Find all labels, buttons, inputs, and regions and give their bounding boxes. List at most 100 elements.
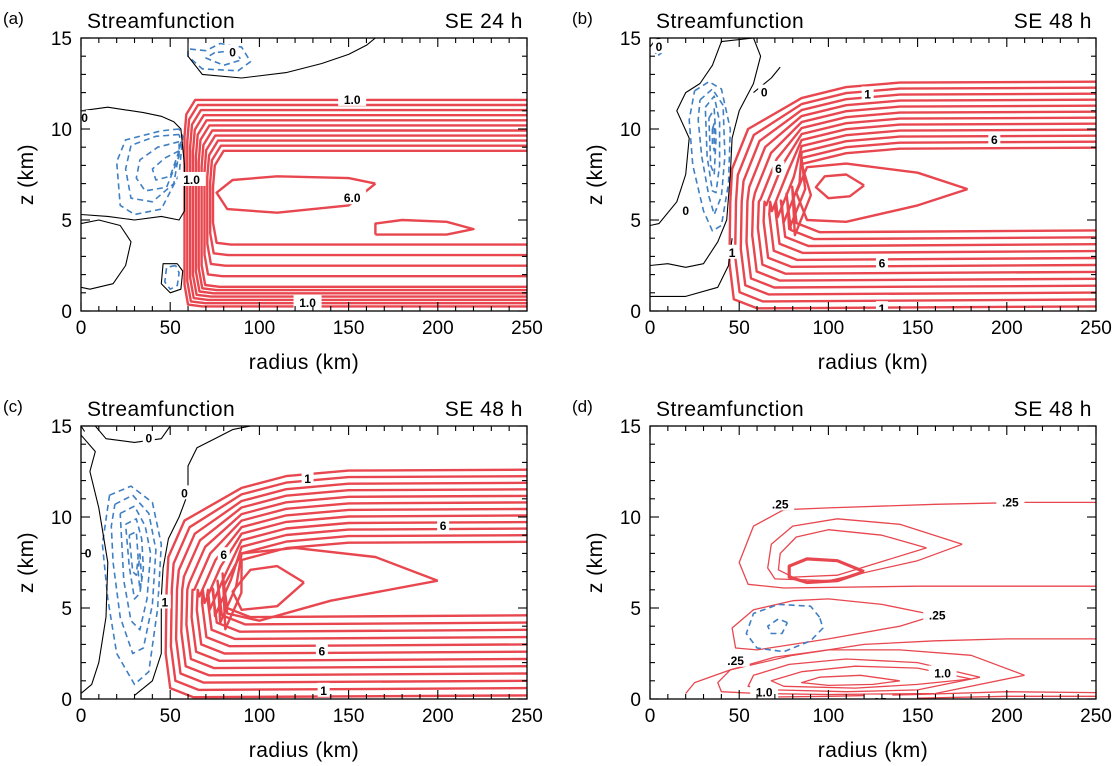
panel-subtitle: SE 48 h	[1014, 398, 1092, 421]
positive-contour	[768, 122, 1096, 262]
contour-label-bg	[758, 84, 771, 99]
positive-contour	[773, 128, 1096, 255]
contour-label: .25	[870, 696, 887, 710]
contour-label-bg	[679, 202, 692, 217]
x-tick-label: 150	[333, 318, 365, 339]
y-tick-label: 0	[630, 302, 641, 323]
contour-label: 0	[656, 40, 663, 54]
positive-contour	[731, 598, 936, 651]
negative-contour	[119, 505, 152, 631]
positive-contour	[205, 520, 527, 641]
negative-contour	[101, 485, 163, 686]
contour-label: 0	[229, 46, 236, 60]
y-tick-label: 10	[51, 508, 72, 529]
x-axis-label: radius (km)	[818, 739, 929, 762]
contour-label: 1	[729, 246, 736, 260]
positive-contour	[190, 501, 527, 662]
contour-label: .25	[727, 654, 744, 668]
positive-contour	[756, 110, 1096, 275]
y-tick-label: 5	[61, 211, 72, 232]
zero-contour	[160, 263, 184, 294]
negative-contour	[110, 494, 157, 655]
positive-contour	[777, 529, 927, 578]
zero-contour	[81, 106, 186, 221]
y-axis-label: z (km)	[15, 144, 38, 205]
panel-title: Streamfunction	[87, 10, 235, 33]
y-axis-label: z (km)	[15, 532, 38, 593]
positive-contour	[791, 146, 1096, 237]
panel-subtitle: SE 24 h	[445, 10, 523, 33]
contour-label: 0	[181, 486, 188, 500]
positive-contour	[221, 540, 527, 631]
x-tick-label: 100	[813, 706, 845, 727]
contour-label-bg	[315, 643, 328, 658]
contour-label: 1.0	[299, 296, 316, 310]
contour-label-bg	[142, 430, 155, 445]
x-tick-label: 50	[160, 706, 181, 727]
plot-frame	[80, 37, 528, 312]
contour-label: 1	[864, 87, 871, 101]
contour-label-bg	[875, 255, 888, 270]
panel-subtitle: SE 48 h	[445, 398, 523, 421]
plot-frame	[649, 37, 1097, 312]
contour-label: 0	[682, 204, 689, 218]
contour-label-bg	[652, 39, 665, 54]
x-tick-label: 200	[991, 318, 1023, 339]
positive-contour	[189, 108, 527, 302]
contour-label-bg	[81, 110, 91, 125]
contour-label-bg	[437, 518, 450, 533]
y-tick-label: 10	[620, 508, 641, 529]
contour-label: 6	[879, 257, 886, 271]
x-tick-label: 0	[645, 706, 656, 727]
panel-title: Streamfunction	[87, 398, 235, 421]
zero-contour	[650, 238, 733, 297]
contour-label-bg	[158, 594, 171, 609]
x-tick-label: 50	[160, 318, 181, 339]
contour-label: .25	[772, 497, 789, 511]
x-tick-label: 200	[991, 706, 1023, 727]
y-tick-label: 5	[630, 599, 641, 620]
positive-contour	[185, 494, 527, 670]
y-axis-label: z (km)	[584, 532, 607, 593]
x-tick-label: 200	[422, 706, 454, 727]
x-tick-label: 50	[729, 706, 750, 727]
contour-label-bg	[82, 545, 95, 560]
x-tick-label: 150	[902, 318, 934, 339]
positive-contour	[180, 488, 527, 677]
contour-label: 6.0	[344, 191, 361, 205]
x-axis-label: radius (km)	[249, 351, 360, 374]
positive-contour	[191, 114, 527, 298]
positive-contour	[211, 149, 527, 246]
positive-contour	[374, 218, 475, 236]
x-tick-label: 200	[422, 318, 454, 339]
panel-title: Streamfunction	[656, 10, 804, 33]
x-tick-label: 100	[244, 706, 276, 727]
positive-contour	[779, 134, 1096, 248]
positive-contour	[194, 119, 527, 295]
negative-contour	[115, 128, 184, 216]
contour-label-bg	[864, 694, 893, 699]
x-tick-label: 150	[902, 706, 934, 727]
contour-label-bg	[988, 131, 1001, 146]
positive-contour	[747, 658, 981, 693]
contour-label-bg	[928, 665, 957, 680]
contour-label-bg	[293, 294, 322, 309]
x-tick-label: 250	[1080, 318, 1112, 339]
contour-label-bg	[996, 494, 1025, 509]
contour-label-bg	[177, 171, 206, 186]
y-tick-label: 0	[61, 690, 72, 711]
plot-area: 0 0 1.0 1.0 6.0 1.0	[81, 38, 527, 310]
y-tick-label: 5	[61, 599, 72, 620]
zero-contour	[81, 434, 109, 694]
y-tick-label: 5	[630, 211, 641, 232]
panel-label: (c)	[3, 397, 23, 416]
y-tick-label: 15	[620, 417, 641, 438]
positive-contour	[767, 518, 963, 582]
positive-contour	[200, 129, 527, 288]
positive-contour	[200, 514, 527, 648]
contour-label: 0	[85, 546, 92, 560]
contour-label: 0	[145, 432, 152, 446]
